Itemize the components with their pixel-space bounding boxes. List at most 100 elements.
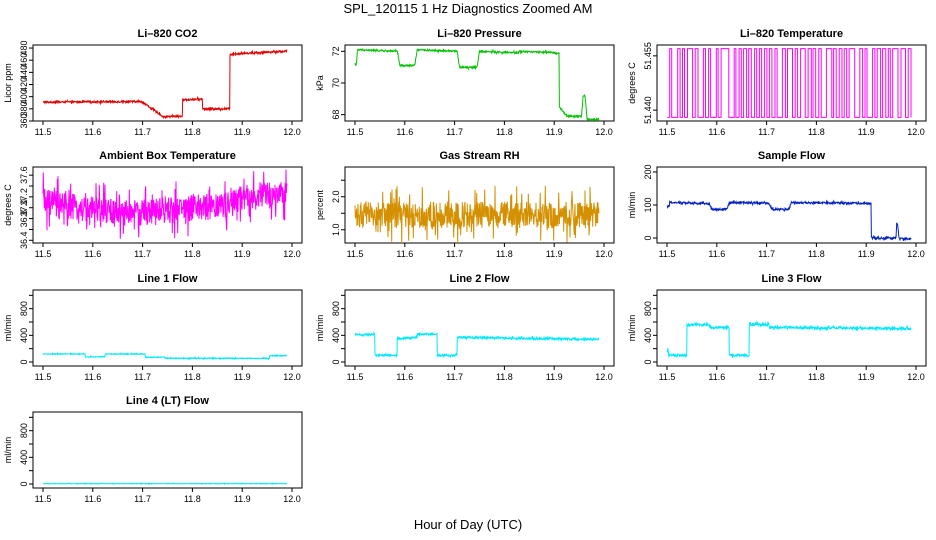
chart-panel: Li–820 CO2 11.5 11.6 11.7 11.8 11.9 12.0 360380… xyxy=(3,28,303,137)
x-tick-label: 11.9 xyxy=(546,372,563,382)
x-tick-label: 11.8 xyxy=(808,372,825,382)
x-tick-label: 11.8 xyxy=(496,127,513,137)
x-tick-label: 11.5 xyxy=(659,127,676,137)
data-layer xyxy=(42,169,288,239)
y-tick-label: 460 xyxy=(19,53,29,68)
y-tick-label: 100 xyxy=(643,197,653,212)
x-tick-label: 11.9 xyxy=(234,372,251,382)
y-tick-label: 400 xyxy=(643,328,653,343)
y-tick-label: 37.6 xyxy=(19,166,29,184)
y-tick-label: 2.0 xyxy=(331,190,341,203)
chart-panel: Line 1 Flow 11.5 11.6 11.7 11.8 11.9 12.0 0 400 8… xyxy=(3,273,303,382)
plot-frame xyxy=(344,289,615,367)
x-tick-label: 11.9 xyxy=(858,127,875,137)
x-tick-label: 11.8 xyxy=(184,494,201,504)
y-axis-label: ml/min xyxy=(315,315,325,342)
x-tick-label: 11.5 xyxy=(35,372,52,382)
y-tick-label: 37.2 xyxy=(19,188,29,206)
x-tick-label: 11.6 xyxy=(396,127,413,137)
panel-title: Line 4 (LT) Flow xyxy=(126,395,209,407)
y-tick-label: 440 xyxy=(19,65,29,80)
x-tick-label: 11.5 xyxy=(347,372,364,382)
x-tick-label: 11.7 xyxy=(134,249,151,259)
x-tick-label: 11.7 xyxy=(134,127,151,137)
y-tick-label: 800 xyxy=(331,301,341,316)
chart-panel: Sample Flow 11.5 11.6 11.7 11.8 11.9 12.0 0 100 2… xyxy=(627,150,927,259)
series-line xyxy=(42,351,288,361)
chart-panel: Line 3 Flow 11.5 11.6 11.7 11.8 11.9 12.0 0 400 8… xyxy=(627,273,927,382)
panel-title: Li–820 CO2 xyxy=(138,28,198,40)
y-tick-label: 68 xyxy=(331,110,341,120)
x-tick-label: 11.9 xyxy=(858,372,875,382)
plot-frame xyxy=(32,166,303,244)
x-tick-label: 11.7 xyxy=(446,249,463,259)
panel-title: Gas Stream RH xyxy=(439,150,519,162)
x-tick-label: 11.5 xyxy=(659,249,676,259)
panel-title: Ambient Box Temperature xyxy=(99,150,236,162)
x-tick-label: 11.8 xyxy=(496,249,513,259)
x-tick-label: 12.0 xyxy=(595,127,613,137)
x-tick-label: 11.7 xyxy=(758,249,775,259)
series-line xyxy=(666,321,912,359)
y-tick-label: 0 xyxy=(331,359,341,364)
series-line xyxy=(354,47,600,121)
panel-title: Line 1 Flow xyxy=(138,273,198,285)
y-tick-label: 36.8 xyxy=(19,210,29,228)
x-tick-label: 11.6 xyxy=(84,494,101,504)
x-tick-label: 11.9 xyxy=(234,127,251,137)
y-tick-label: 72 xyxy=(331,46,341,56)
x-tick-label: 11.9 xyxy=(546,127,563,137)
data-layer xyxy=(666,199,912,242)
x-tick-label: 12.0 xyxy=(907,127,925,137)
series-line xyxy=(42,49,288,120)
y-axis-label: ml/min xyxy=(627,192,637,219)
chart-panel: Line 2 Flow 11.5 11.6 11.7 11.8 11.9 12.0 0 400 8… xyxy=(315,273,615,382)
x-tick-label: 11.7 xyxy=(134,372,151,382)
y-tick-label: 0 xyxy=(19,481,29,486)
panel-title: Li–820 Temperature xyxy=(740,28,843,40)
x-tick-label: 11.6 xyxy=(84,372,101,382)
plot-frame xyxy=(656,289,927,367)
x-tick-label: 12.0 xyxy=(595,372,613,382)
y-tick-label: 800 xyxy=(643,301,653,316)
panel-title: Line 2 Flow xyxy=(450,273,510,285)
plot-frame xyxy=(32,411,303,489)
x-tick-label: 12.0 xyxy=(595,249,613,259)
chart-panel: Li–820 Temperature 11.5 11.6 11.7 11.8 11.9 12… xyxy=(627,28,927,137)
y-tick-label: 360 xyxy=(19,113,29,128)
x-tick-label: 11.9 xyxy=(858,249,875,259)
data-layer xyxy=(354,47,600,121)
y-axis-label: kPa xyxy=(315,75,325,91)
panel-title: Sample Flow xyxy=(758,150,826,162)
y-axis-label: ml/min xyxy=(3,437,13,464)
series-line xyxy=(354,185,600,243)
x-tick-label: 11.7 xyxy=(446,127,463,137)
x-tick-label: 11.6 xyxy=(84,249,101,259)
y-tick-label: 380 xyxy=(19,101,29,116)
x-tick-label: 12.0 xyxy=(283,249,301,259)
x-tick-label: 11.7 xyxy=(758,127,775,137)
x-tick-label: 11.5 xyxy=(347,127,364,137)
y-tick-label: 800 xyxy=(19,423,29,438)
y-tick-label: 420 xyxy=(19,77,29,92)
x-tick-label: 11.7 xyxy=(134,494,151,504)
x-tick-label: 11.9 xyxy=(546,249,563,259)
x-tick-label: 11.5 xyxy=(347,249,364,259)
data-layer xyxy=(42,482,288,486)
figure-title: SPL_120115 1 Hz Diagnostics Zoomed AM xyxy=(343,1,593,16)
x-tick-label: 11.5 xyxy=(35,249,52,259)
x-tick-label: 11.8 xyxy=(496,372,513,382)
y-tick-label: 0 xyxy=(643,359,653,364)
plot-frame xyxy=(344,44,615,122)
y-tick-label: 400 xyxy=(19,328,29,343)
series-line xyxy=(42,169,288,239)
x-tick-label: 11.5 xyxy=(659,372,676,382)
x-tick-label: 11.7 xyxy=(446,372,463,382)
y-tick-label: 70 xyxy=(331,78,341,88)
data-layer xyxy=(42,49,288,120)
x-tick-label: 11.9 xyxy=(234,494,251,504)
series-line xyxy=(667,48,912,118)
x-tick-label: 12.0 xyxy=(907,372,925,382)
x-tick-label: 11.6 xyxy=(708,372,725,382)
